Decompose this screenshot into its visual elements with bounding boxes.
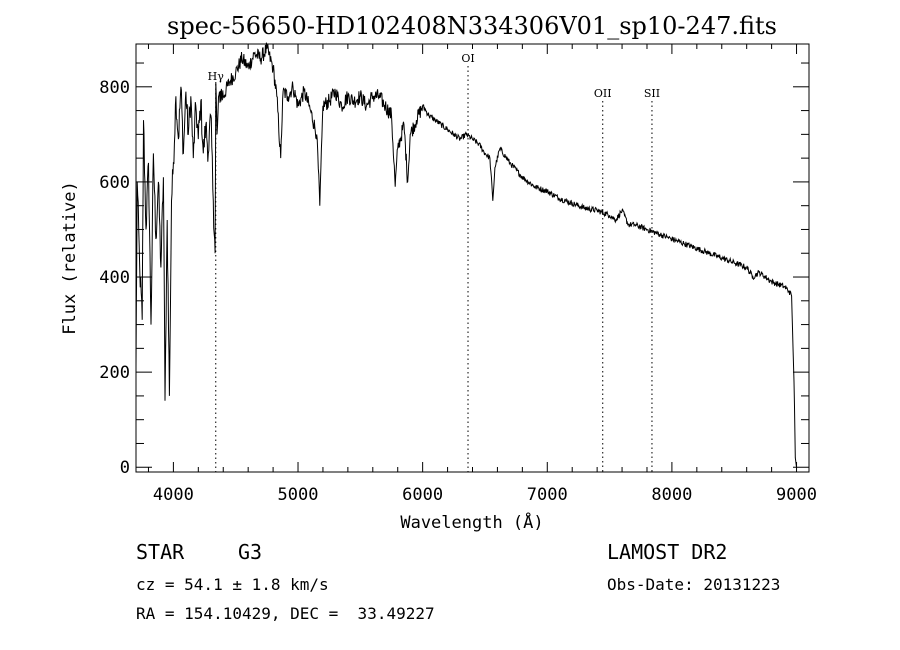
x-axis-label: Wavelength (Å)	[400, 511, 543, 533]
survey-label: LAMOST DR2	[607, 540, 728, 564]
line-marker-label: Hγ	[208, 70, 225, 83]
line-marker-label: SII	[644, 87, 660, 100]
annotation-layer: Hγ OI OII SII	[208, 52, 660, 472]
spectrum-line	[135, 42, 797, 468]
plot-frame	[135, 43, 810, 473]
redshift-text: cz = 54.1 ± 1.8 km/s	[136, 575, 329, 594]
x-tick-label: 6000	[402, 485, 443, 505]
line-marker-label: OI	[461, 52, 474, 65]
x-tick-label: 8000	[651, 485, 692, 505]
object-class: STAR	[136, 540, 185, 564]
coordinates: RA = 154.10429, DEC = 33.49227	[136, 604, 435, 623]
x-tick-label: 5000	[278, 485, 319, 505]
y-tick-label: 800	[99, 78, 130, 98]
axis-ticks	[136, 44, 809, 472]
axis-tick-labels: 4000 5000 6000 7000 8000 9000 0 200 400 600 800	[99, 78, 817, 505]
object-subclass: G3	[238, 540, 263, 564]
y-tick-label: 400	[99, 268, 130, 288]
y-axis-label: Flux (relative)	[60, 181, 80, 335]
chart-title: spec-56650-HD102408N334306V01_sp10-247.f…	[167, 12, 777, 40]
x-tick-label: 4000	[153, 485, 194, 505]
line-marker-label: OII	[594, 87, 612, 100]
y-tick-label: 600	[99, 173, 130, 193]
x-tick-label: 7000	[527, 485, 568, 505]
y-tick-label: 0	[120, 458, 130, 478]
obs-date: Obs-Date: 20131223	[607, 575, 781, 594]
y-tick-label: 200	[99, 363, 130, 383]
x-tick-label: 9000	[776, 485, 817, 505]
